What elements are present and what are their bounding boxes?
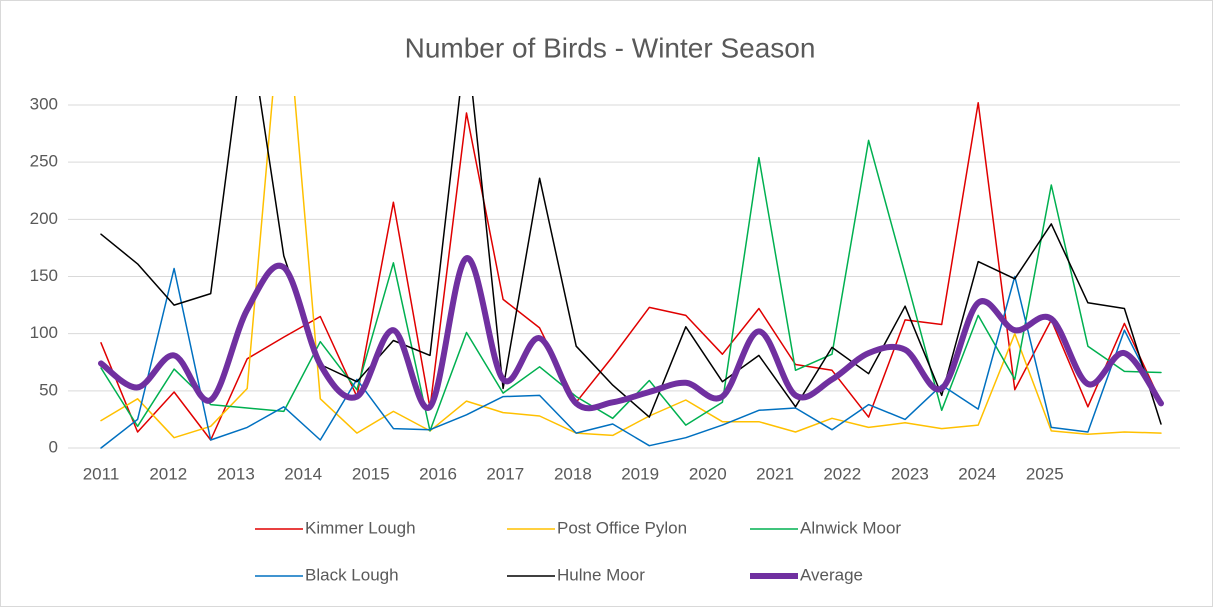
x-tick-label: 2020	[689, 464, 727, 483]
y-tick-label: 300	[30, 94, 58, 113]
series-line	[98, 255, 1164, 412]
series-line	[100, 96, 1162, 425]
y-tick-label: 100	[30, 323, 58, 342]
legend-label: Average	[800, 565, 863, 584]
x-tick-label: 2013	[217, 464, 255, 483]
legend-label: Black Lough	[305, 565, 399, 584]
x-tick-label: 2012	[149, 464, 187, 483]
y-tick-label: 200	[30, 209, 58, 228]
x-tick-label: 2023	[891, 464, 929, 483]
x-tick-label: 2011	[83, 464, 120, 483]
legend-label: Hulne Moor	[557, 565, 645, 584]
series-line	[100, 101, 1162, 441]
x-tick-label: 2014	[284, 464, 322, 483]
legend-label: Post Office Pylon	[557, 518, 687, 537]
series-line	[100, 267, 1162, 449]
chart-title: Number of Birds - Winter Season	[405, 32, 816, 63]
x-tick-label: 2018	[554, 464, 592, 483]
legend-label: Alnwick Moor	[800, 518, 901, 537]
x-tick-label: 2025	[1026, 464, 1064, 483]
x-tick-label: 2017	[486, 464, 524, 483]
x-tick-label: 2021	[756, 464, 794, 483]
y-tick-label: 0	[49, 437, 58, 456]
legend-label: Kimmer Lough	[305, 518, 416, 537]
y-tick-label: 250	[30, 152, 58, 171]
x-tick-label: 2015	[352, 464, 390, 483]
y-tick-label: 50	[39, 380, 58, 399]
x-tick-label: 2024	[958, 464, 996, 483]
series-line	[100, 96, 1162, 439]
y-tick-label: 150	[30, 266, 58, 285]
x-tick-label: 2016	[419, 464, 457, 483]
x-tick-label: 2019	[621, 464, 659, 483]
x-tick-label: 2022	[823, 464, 861, 483]
